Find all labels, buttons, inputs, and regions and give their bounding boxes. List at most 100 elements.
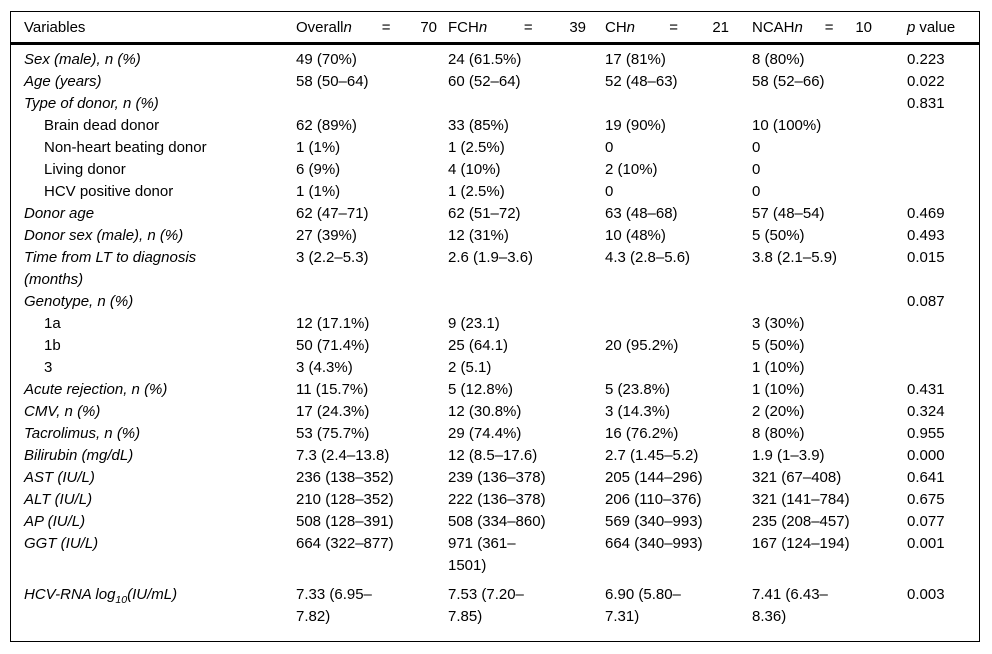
cell-overall: 3 (2.2–5.3)	[296, 249, 369, 266]
label-subscript: 10	[115, 594, 128, 606]
cell-ncah	[752, 93, 907, 115]
cell-overall: 50 (71.4%)	[296, 337, 370, 354]
cell-ncah: 8 (80%)	[752, 425, 805, 442]
cell-p-value: 0.641	[907, 469, 945, 486]
variable-label: CMV, n (%)	[24, 403, 101, 420]
table-row: HCV positive donor 1 (1%) 1 (2.5%) 0 0	[24, 181, 979, 203]
p-value-label: value	[919, 18, 956, 36]
table-row: 3 3 (4.3%) 2 (5.1) 1 (10%)	[24, 357, 979, 379]
table-row: Bilirubin (mg/dL) 7.3 (2.4–13.8) 12 (8.5…	[24, 445, 979, 467]
cell-p-value	[907, 115, 979, 137]
group-count: 21	[712, 18, 729, 36]
cell-ncah: 1 (10%)	[752, 381, 805, 398]
equals-sign: =	[669, 18, 679, 36]
group-name: FCH	[448, 18, 479, 36]
group-name: NCAH	[752, 18, 795, 36]
variable-label: Non-heart beating donor	[44, 139, 207, 156]
cell-ncah: 5 (50%)	[752, 337, 805, 354]
cell-ncah: 235 (208–457)	[752, 513, 850, 530]
group-n-label: n	[794, 18, 803, 36]
cell-ch: 0	[605, 183, 614, 200]
table-row: Tacrolimus, n (%) 53 (75.7%) 29 (74.4%) …	[24, 423, 979, 445]
table-row: 1a 12 (17.1%) 9 (23.1) 3 (30%)	[24, 313, 979, 335]
table-row: Time from LT to diagnosis (months) 3 (2.…	[24, 247, 979, 291]
table-row: Brain dead donor 62 (89%) 33 (85%) 19 (9…	[24, 115, 979, 137]
column-header-group: FCHn = 39	[448, 19, 605, 36]
cell-fch: 62 (51–72)	[448, 205, 521, 222]
table-row: ALT (IU/L) 210 (128–352) 222 (136–378) 2…	[24, 489, 979, 511]
cell-p-value: 0.077	[907, 513, 945, 530]
cell-fch	[448, 291, 605, 313]
cell-overall: 62 (47–71)	[296, 205, 369, 222]
cell-p-value	[907, 137, 979, 159]
cell-fch: 239 (136–378)	[448, 469, 546, 486]
cell-ch: 664 (340–993)	[605, 535, 703, 552]
cell-p-value	[907, 313, 979, 335]
cell-overall	[296, 93, 448, 115]
cell-p-value: 0.015	[907, 249, 945, 266]
variable-label: Age (years)	[24, 73, 102, 90]
cell-ncah: 58 (52–66)	[752, 73, 825, 90]
variable-label: Type of donor, n (%)	[24, 95, 159, 112]
table-row: AST (IU/L) 236 (138–352) 239 (136–378) 2…	[24, 467, 979, 489]
cell-p-value: 0.000	[907, 447, 945, 464]
variable-label: Time from LT to diagnosis (months)	[24, 249, 197, 288]
cell-ch: 6.90 (5.80– 7.31)	[605, 586, 681, 625]
cell-ch: 569 (340–993)	[605, 513, 703, 530]
variable-label: Donor age	[24, 205, 95, 222]
variable-label: Tacrolimus, n (%)	[24, 425, 141, 442]
cell-overall: 3 (4.3%)	[296, 359, 353, 376]
group-header: FCHn = 39	[448, 19, 586, 36]
cell-overall: 53 (75.7%)	[296, 425, 370, 442]
cell-overall: 11 (15.7%)	[296, 381, 369, 398]
cell-p-value: 0.831	[907, 95, 945, 112]
table-row: Age (years) 58 (50–64) 60 (52–64) 52 (48…	[24, 71, 979, 93]
cell-ncah: 10 (100%)	[752, 117, 822, 134]
variable-label: 1a	[44, 315, 61, 332]
cell-ncah: 2 (20%)	[752, 403, 805, 420]
cell-p-value: 0.431	[907, 381, 945, 398]
column-header-variables: Variables	[24, 18, 86, 36]
table-header-row: Variables Overalln = 70 FCHn = 39 CHn = …	[11, 12, 979, 45]
equals-sign: =	[381, 18, 391, 36]
cell-ncah: 0	[752, 139, 761, 156]
table-row: Acute rejection, n (%) 11 (15.7%) 5 (12.…	[24, 379, 979, 401]
cell-fch: 7.53 (7.20– 7.85)	[448, 586, 524, 625]
group-n-label: n	[626, 18, 636, 36]
table-row: CMV, n (%) 17 (24.3%) 12 (30.8%) 3 (14.3…	[24, 401, 979, 423]
cell-overall: 17 (24.3%)	[296, 403, 370, 420]
variable-label: Donor sex (male), n (%)	[24, 227, 184, 244]
cell-overall: 236 (138–352)	[296, 469, 394, 486]
cell-p-value: 0.022	[907, 73, 945, 90]
table-row: AP (IU/L) 508 (128–391) 508 (334–860) 56…	[24, 511, 979, 533]
variable-label: ALT (IU/L)	[24, 491, 93, 508]
cell-ncah: 57 (48–54)	[752, 205, 825, 222]
cell-fch: 33 (85%)	[448, 117, 509, 134]
cell-overall: 58 (50–64)	[296, 73, 369, 90]
cell-ncah: 3 (30%)	[752, 315, 805, 332]
table-row: Sex (male), n (%) 49 (70%) 24 (61.5%) 17…	[24, 49, 979, 71]
column-header-group: CHn = 21	[605, 19, 752, 36]
cell-p-value: 0.003	[907, 586, 945, 603]
cell-p-value	[907, 335, 979, 357]
variable-label: AP (IU/L)	[24, 513, 86, 530]
cell-ch: 52 (48–63)	[605, 73, 678, 90]
cell-ch	[605, 357, 752, 379]
variable-label: Brain dead donor	[44, 117, 160, 134]
table-row: Living donor 6 (9%) 4 (10%) 2 (10%) 0	[24, 159, 979, 181]
table-row: Non-heart beating donor 1 (1%) 1 (2.5%) …	[24, 137, 979, 159]
cell-ch: 5 (23.8%)	[605, 381, 671, 398]
table-row: 1b 50 (71.4%) 25 (64.1) 20 (95.2%) 5 (50…	[24, 335, 979, 357]
cell-overall: 1 (1%)	[296, 183, 341, 200]
cell-fch: 2.6 (1.9–3.6)	[448, 249, 534, 266]
cell-overall: 7.33 (6.95– 7.82)	[296, 586, 372, 625]
cell-p-value: 0.223	[907, 51, 945, 68]
cell-ch: 2.7 (1.45–5.2)	[605, 447, 699, 464]
group-name: CH	[605, 18, 627, 36]
cell-fch: 508 (334–860)	[448, 513, 546, 530]
cell-p-value: 0.493	[907, 227, 945, 244]
cell-fch: 24 (61.5%)	[448, 51, 522, 68]
group-header: NCAHn = 10	[752, 19, 872, 36]
cell-ch	[605, 291, 752, 313]
cell-ch: 10 (48%)	[605, 227, 666, 244]
